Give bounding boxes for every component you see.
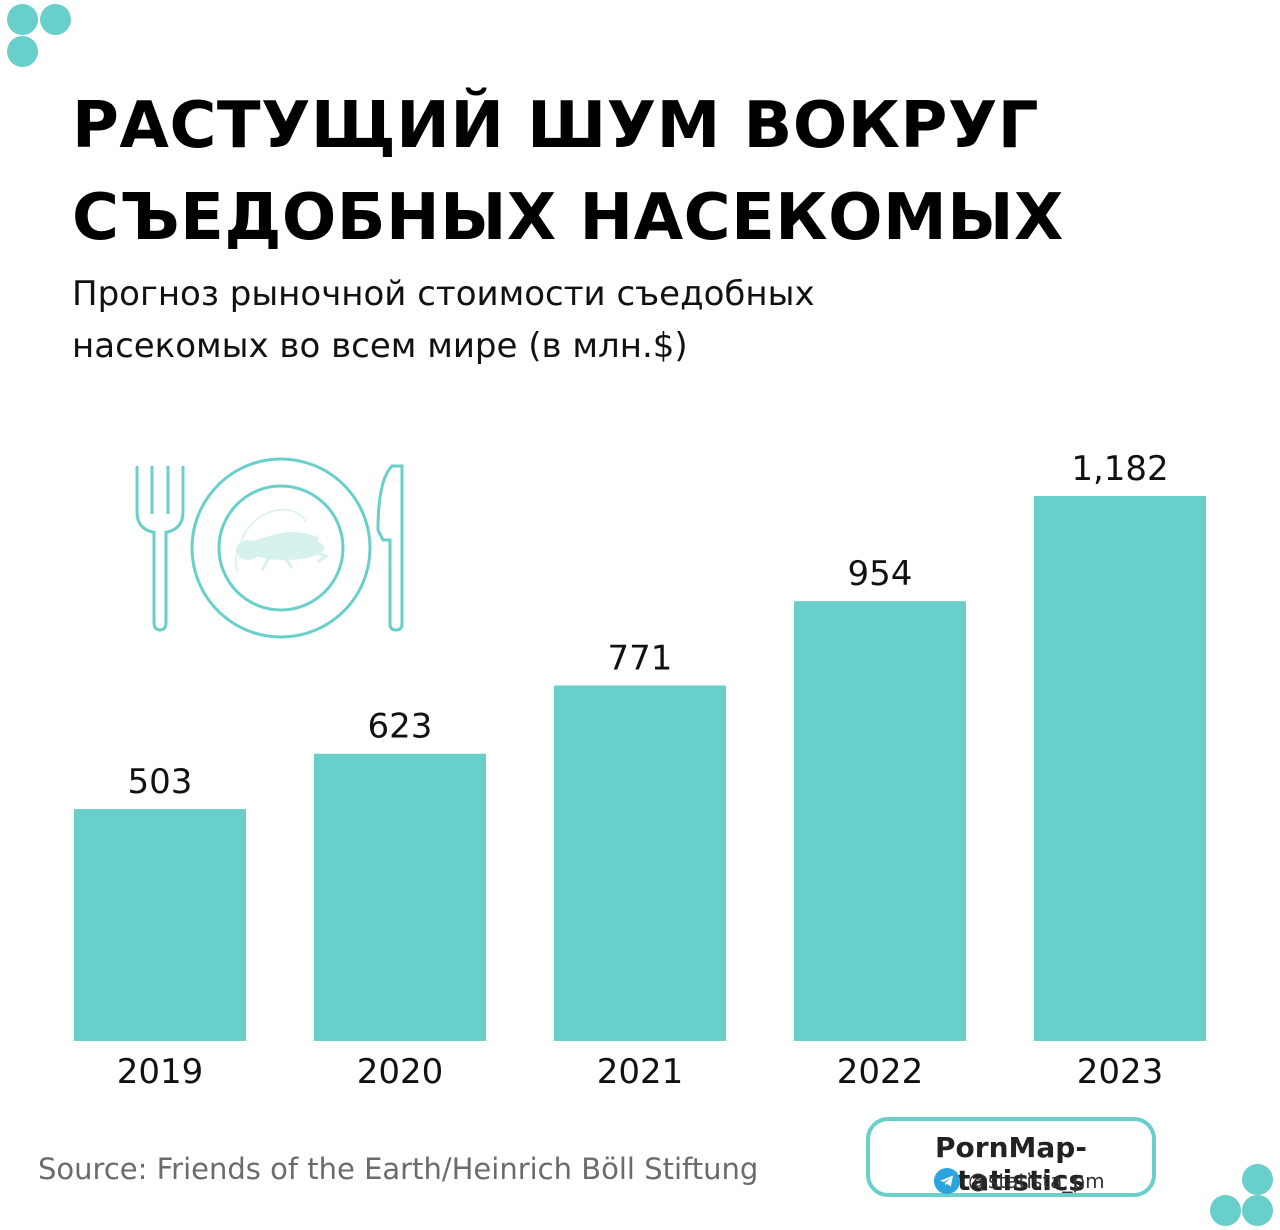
bar-2022 xyxy=(794,601,966,1041)
telegram-icon xyxy=(934,1168,960,1194)
decorative-dot xyxy=(1210,1195,1241,1226)
bar-2023 xyxy=(1034,496,1206,1041)
decorative-dot xyxy=(7,4,38,35)
x-tick-label-2021: 2021 xyxy=(597,1052,684,1092)
brand-badge[interactable]: PornMap-Statistics @statista_pm xyxy=(866,1117,1156,1197)
x-axis-labels-group: 2019 2020 2021 2022 2023 xyxy=(117,1052,1164,1092)
bars-group xyxy=(74,496,1206,1041)
brand-name: PornMap-Statistics xyxy=(935,1131,1087,1197)
brand-handle: @statista_pm xyxy=(968,1169,1105,1193)
decorative-dot xyxy=(7,36,38,67)
decorative-dots-top-left xyxy=(0,0,80,70)
plate-with-cricket-icon xyxy=(135,457,404,639)
bar-2019 xyxy=(74,809,246,1041)
chart-title-line-1: РАСТУЩИЙ ШУМ ВОКРУГ xyxy=(72,89,1040,163)
decorative-dot xyxy=(1242,1164,1273,1195)
value-label-2021: 771 xyxy=(608,639,673,679)
x-tick-label-2023: 2023 xyxy=(1077,1052,1164,1092)
cricket-icon xyxy=(234,509,330,573)
value-label-2020: 623 xyxy=(368,707,433,747)
chart-title: РАСТУЩИЙ ШУМ ВОКРУГ СЪЕДОБНЫХ НАСЕКОМЫХ xyxy=(72,80,1172,264)
source-note: Source: Friends of the Earth/Heinrich Bö… xyxy=(38,1152,759,1186)
value-label-2023: 1,182 xyxy=(1071,449,1168,489)
x-tick-label-2019: 2019 xyxy=(117,1052,204,1092)
chart-title-line-2: СЪЕДОБНЫХ НАСЕКОМЫХ xyxy=(72,181,1064,255)
decorative-dot xyxy=(1242,1195,1273,1226)
x-tick-label-2022: 2022 xyxy=(837,1052,924,1092)
bar-2020 xyxy=(314,753,486,1041)
decorative-dot xyxy=(40,4,71,35)
chart-subtitle-line-2: насекомых во всем мире (в млн.$) xyxy=(72,326,688,366)
decorative-dots-bottom-right xyxy=(1200,1160,1280,1230)
value-label-2022: 954 xyxy=(848,554,913,594)
value-label-2019: 503 xyxy=(128,762,193,802)
value-labels-group: 503 623 771 954 1,182 xyxy=(128,449,1169,802)
chart-subtitle: Прогноз рыночной стоимости съедобных нас… xyxy=(72,268,972,372)
x-tick-label-2020: 2020 xyxy=(357,1052,444,1092)
bar-2021 xyxy=(554,685,726,1041)
chart-subtitle-line-1: Прогноз рыночной стоимости съедобных xyxy=(72,274,815,314)
